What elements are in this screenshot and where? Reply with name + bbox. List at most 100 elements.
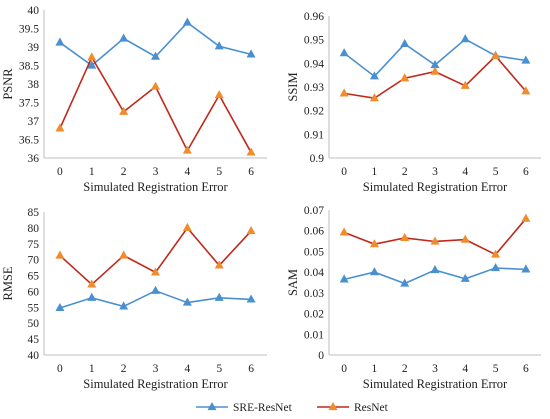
data-point-sre-resnet (55, 302, 65, 312)
data-point-sre-resnet (87, 60, 97, 69)
data-point-resnet (119, 106, 129, 115)
legend-marker-resnet (328, 401, 338, 411)
x-tick-label: 3 (153, 166, 159, 178)
data-point-resnet (521, 213, 531, 222)
data-point-resnet (491, 50, 501, 60)
y-tick-label: 50 (28, 318, 40, 330)
data-point-sre-resnet (430, 59, 440, 69)
y-tick-label: 0.04 (304, 267, 324, 279)
data-point-resnet (430, 66, 440, 75)
x-tick-label: 1 (89, 363, 95, 375)
data-point-sre-resnet (214, 41, 224, 50)
x-tick-label: 6 (523, 166, 529, 178)
data-point-resnet (369, 93, 379, 102)
x-tick-label: 5 (493, 363, 499, 375)
data-point-sre-resnet (430, 265, 440, 274)
y-axis-title: RMSE (1, 266, 15, 300)
x-tick-label: 0 (341, 363, 347, 375)
x-tick-label: 5 (216, 363, 222, 375)
data-point-sre-resnet (339, 48, 349, 57)
data-point-sre-resnet (521, 55, 531, 64)
data-point-resnet (491, 249, 501, 258)
y-tick-label: 37.5 (19, 98, 39, 110)
y-tick-label: 85 (28, 207, 40, 219)
series-line-resnet (59, 55, 252, 153)
data-point-resnet (339, 88, 349, 97)
x-tick-label: 6 (248, 166, 254, 178)
data-point-resnet (55, 123, 65, 132)
series-resnet (339, 50, 531, 102)
data-point-sre-resnet (119, 33, 129, 42)
x-tick-label: 3 (432, 166, 438, 178)
y-tick-label: 36.5 (19, 135, 39, 147)
series-resnet (55, 222, 256, 288)
y-tick-label: 39 (28, 42, 40, 54)
x-tick-label: 4 (184, 363, 190, 375)
x-tick-label: 2 (121, 166, 127, 178)
y-tick-label: 0.02 (304, 309, 324, 321)
x-tick-label: 6 (248, 363, 254, 375)
x-tick-label: 1 (372, 363, 378, 375)
data-point-resnet (182, 145, 192, 154)
data-point-resnet (460, 80, 470, 89)
data-point-sre-resnet (460, 34, 470, 43)
x-tick-label: 0 (57, 166, 63, 178)
y-tick-label: 0.95 (304, 35, 324, 47)
x-tick-label: 4 (462, 363, 468, 375)
data-point-sre-resnet (339, 274, 349, 283)
legend-label-resnet: ResNet (354, 402, 389, 414)
y-axis-title: SAM (286, 269, 300, 296)
x-tick-label: 4 (184, 166, 190, 178)
series-resnet (339, 213, 531, 258)
y-tick-label: 36 (28, 153, 40, 165)
data-point-resnet (430, 236, 440, 245)
data-point-resnet (151, 81, 160, 90)
y-tick-label: 75 (28, 239, 40, 251)
series-sre-resnet (55, 285, 256, 312)
data-point-sre-resnet (460, 273, 470, 282)
data-point-resnet (182, 222, 192, 231)
legend-marker-sre-resnet (207, 401, 217, 411)
x-axis-title: Simulated Registration Error (83, 377, 228, 391)
x-tick-label: 0 (57, 363, 63, 375)
x-tick-label: 2 (402, 166, 408, 178)
data-point-sre-resnet (151, 285, 160, 294)
legend-label-sre-resnet: SRE-ResNet (233, 402, 293, 414)
y-tick-label: 37 (28, 116, 40, 128)
y-tick-label: 0.93 (304, 82, 324, 94)
x-tick-label: 1 (372, 166, 378, 178)
data-point-resnet (87, 52, 97, 61)
y-tick-label: 0.9 (310, 153, 325, 165)
y-tick-label: 80 (28, 223, 40, 235)
x-tick-label: 5 (493, 166, 499, 178)
y-tick-label: 38.5 (19, 61, 39, 73)
data-point-sre-resnet (369, 267, 379, 276)
data-point-resnet (400, 232, 410, 242)
x-axis-title: Simulated Registration Error (363, 180, 508, 194)
y-tick-label: 0.05 (304, 246, 324, 258)
series-sre-resnet (339, 262, 531, 287)
data-point-resnet (55, 250, 65, 259)
data-point-sre-resnet (400, 38, 410, 48)
y-tick-label: 0.07 (304, 205, 324, 217)
data-point-resnet (246, 147, 256, 156)
y-axis-title: PSNR (1, 68, 15, 100)
chart-sam: 0 0.01 0.02 0.03 0.04 0.05 0.06 0.07 0 1 2 3 4 5 6 Simu… (286, 205, 541, 391)
series-resnet (55, 52, 256, 156)
data-point-resnet (369, 239, 379, 248)
data-point-sre-resnet (491, 262, 501, 272)
data-point-sre-resnet (400, 278, 410, 287)
data-point-sre-resnet (369, 71, 379, 80)
y-tick-label: 45 (28, 334, 40, 346)
y-tick-label: 40 (28, 350, 40, 362)
y-tick-label: 0.92 (304, 106, 324, 118)
y-tick-label: 55 (28, 302, 40, 314)
y-tick-label: 70 (28, 255, 40, 267)
data-point-sre-resnet (151, 51, 160, 60)
x-tick-label: 2 (402, 363, 408, 375)
data-point-sre-resnet (246, 49, 256, 58)
data-point-sre-resnet (182, 17, 192, 26)
